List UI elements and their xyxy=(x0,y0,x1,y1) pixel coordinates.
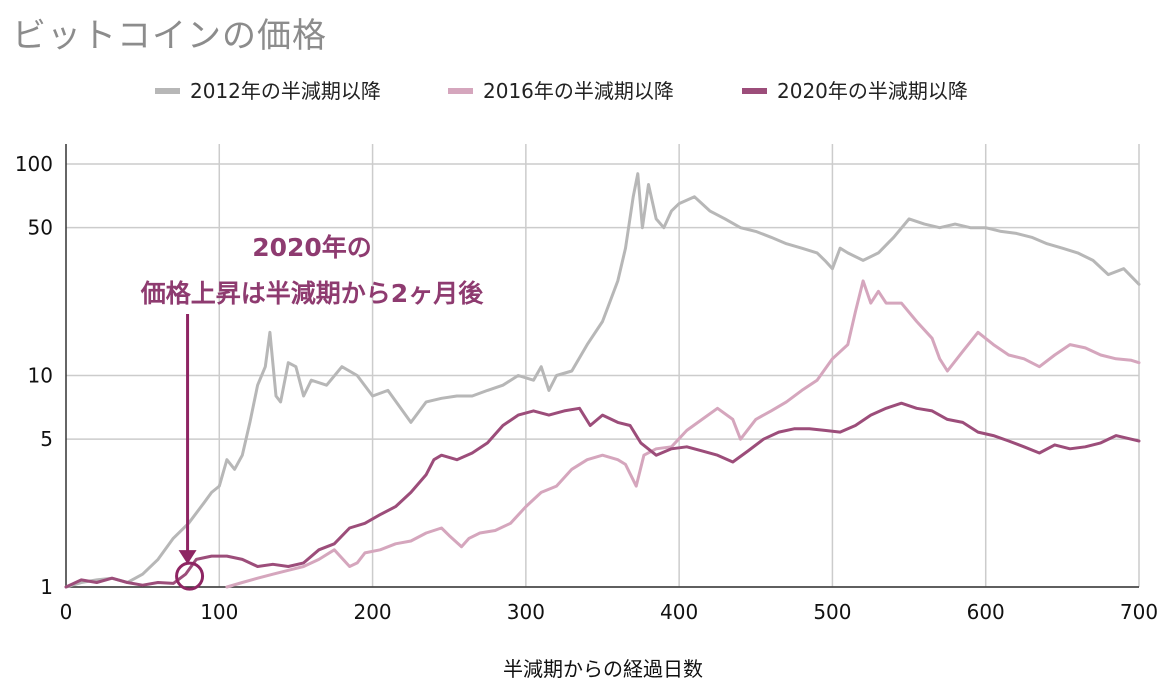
legend-label-2012: 2012年の半減期以降 xyxy=(190,79,381,103)
series-line-2 xyxy=(64,401,1141,589)
y-tick-label: 10 xyxy=(28,364,53,388)
series-line-0 xyxy=(64,172,1141,589)
annotation-arrow-head xyxy=(178,550,197,565)
x-tick-label: 500 xyxy=(813,600,851,624)
x-tick-label: 700 xyxy=(1120,600,1158,624)
annotation-line-2: 価格上昇は半減期から2ヶ月後 xyxy=(140,279,484,308)
y-tick-label: 50 xyxy=(28,216,53,240)
annotation-line-1: 2020年の xyxy=(252,233,372,262)
annotation-circle xyxy=(175,561,205,591)
legend-label-2016: 2016年の半減期以降 xyxy=(483,79,674,103)
x-tick-label: 400 xyxy=(660,600,698,624)
axis-ticks: 0 100 200 300 400 500 600 700 1 5 10 50 100 xyxy=(15,152,1158,624)
x-tick-label: 300 xyxy=(507,600,545,624)
y-tick-label: 1 xyxy=(40,575,53,599)
x-tick-label: 100 xyxy=(200,600,238,624)
x-axis-title: 半減期からの経過日数 xyxy=(503,657,703,681)
x-tick-label: 600 xyxy=(967,600,1005,624)
legend-label-2020: 2020年の半減期以降 xyxy=(777,79,968,103)
chart-title: ビットコインの価格 xyxy=(12,16,327,56)
annotation: 2020年の 価格上昇は半減期から2ヶ月後 xyxy=(140,233,484,591)
legend: 2012年の半減期以降 2016年の半減期以降 2020年の半減期以降 xyxy=(155,79,968,103)
x-tick-label: 200 xyxy=(353,600,391,624)
y-tick-label: 100 xyxy=(15,152,53,176)
series-lines xyxy=(64,172,1141,589)
y-tick-label: 5 xyxy=(40,427,53,451)
grid-lines xyxy=(65,144,1140,588)
series-line-1 xyxy=(225,279,1141,589)
x-tick-label: 0 xyxy=(60,600,73,624)
